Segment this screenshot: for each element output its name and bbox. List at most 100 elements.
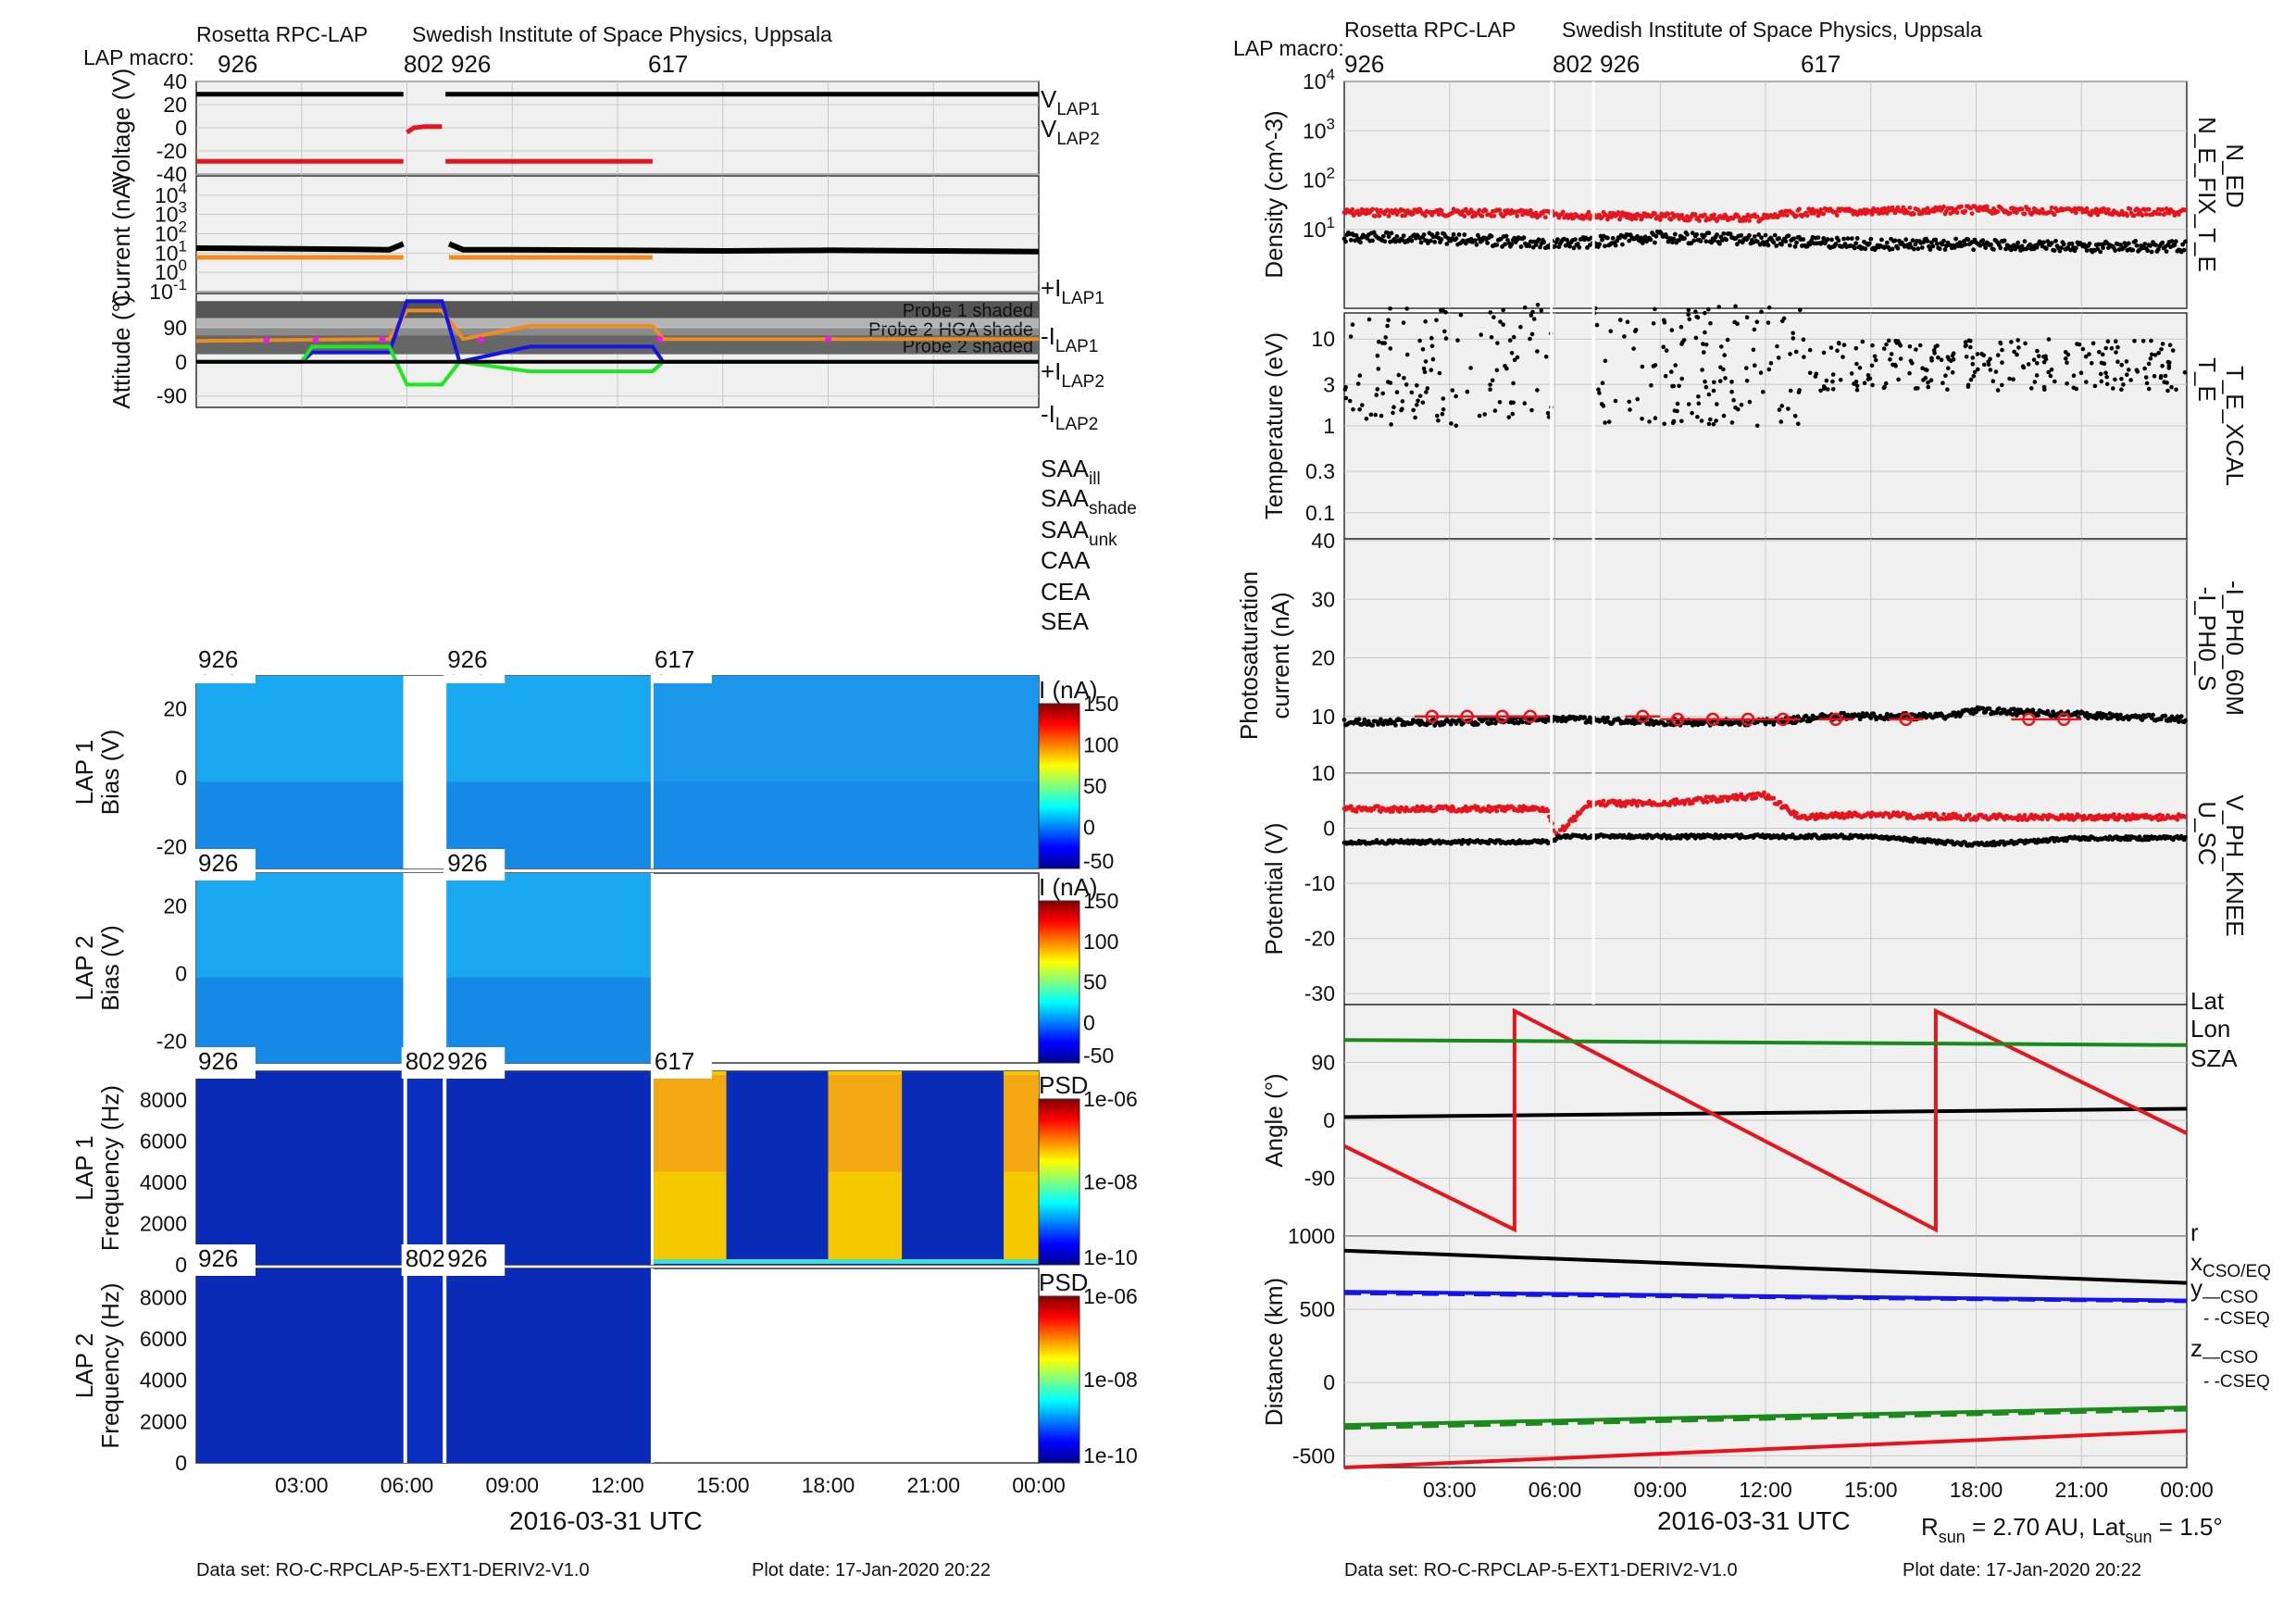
temperature-t-e-point	[1943, 373, 1948, 379]
lap1-freq-y-tick-label: 6000	[140, 1130, 187, 1154]
potential-v-ph-knee-point	[1613, 799, 1618, 804]
photosaturation-i-ph0-s-point	[1771, 722, 1777, 727]
potential-y-tick-label: -10	[1304, 871, 1335, 895]
density-n-e-fix-point	[1677, 238, 1682, 243]
density-n-ed-point	[2106, 206, 2111, 212]
temperature-t-e-point	[2111, 386, 2115, 391]
density-n-ed-point	[1586, 209, 1591, 215]
temperature-t-e-point	[1671, 419, 1677, 424]
density-n-e-fix-point	[1456, 232, 1462, 237]
density-n-e-fix-point	[2142, 242, 2148, 246]
photosaturation-i-ph0-s-point	[1356, 717, 1362, 722]
temperature-t-e-point	[1729, 390, 1734, 394]
temperature-t-e-point	[1488, 387, 1492, 393]
angle-series-sza	[1343, 1038, 2188, 1047]
temperature-t-e-point	[1429, 344, 1435, 349]
temperature-t-e-point	[1454, 394, 1458, 399]
density-n-e-fix-point	[1421, 232, 1427, 237]
potential-v-ph-knee-point	[1966, 812, 1972, 818]
density-n-e-fix-point	[2041, 240, 2046, 245]
photosaturation-i-ph0-60m-point	[1636, 709, 1650, 723]
distance-legend-y-cseq: - -CSEQ	[2203, 1309, 2270, 1329]
lap2-bias-macro-box	[194, 849, 256, 881]
temperature-t-e-point	[1597, 391, 1602, 395]
temperature-t-e-point	[1818, 388, 1823, 394]
temperature-t-e-point	[1963, 340, 1968, 344]
temperature-t-e-point	[1706, 392, 1712, 397]
temperature-t-e-point	[1404, 382, 1409, 387]
density-n-e-fix-point	[1852, 245, 1857, 251]
photosaturation-i-ph0-s-point	[2140, 718, 2145, 722]
potential-v-ph-knee-point	[1946, 812, 1952, 818]
lap2-bias-y-tick-label: -20	[156, 1030, 187, 1054]
temperature-t-e-point	[1890, 362, 1895, 368]
temperature-t-e-point	[1866, 373, 1871, 378]
density-n-e-fix-point	[1533, 243, 1539, 247]
temperature-t-e-point	[1501, 307, 1505, 313]
density-n-e-fix-point	[1682, 236, 1687, 241]
lap1-bias-colorbar-tick: -50	[1083, 849, 1114, 873]
temperature-t-e-point	[1696, 394, 1701, 399]
density-n-ed-point	[1692, 212, 1698, 218]
temperature-t-e-point	[2099, 379, 2104, 384]
potential-v-ph-knee-point	[1397, 809, 1403, 814]
temperature-t-e-point	[1687, 317, 1692, 322]
density-legend-n-ed: N_ED	[2221, 144, 2249, 207]
lap1-bias-top-macro-box	[194, 641, 256, 674]
density-n-ed-point	[1560, 209, 1566, 215]
lap2-bias-colorbar-tick: -50	[1083, 1043, 1114, 1068]
temperature-t-e-point	[1495, 341, 1500, 345]
temperature-t-e-point	[1441, 307, 1445, 313]
temperature-t-e-point	[2159, 347, 2164, 352]
potential-v-ph-knee-point	[1840, 811, 1845, 817]
left-macro-926b: 926	[451, 50, 491, 78]
density-n-e-fix-point	[1915, 246, 1921, 252]
temperature-t-e-point	[1394, 390, 1400, 394]
angle-legend-lat: Lat	[2190, 987, 2225, 1015]
temperature-t-e-point	[2046, 369, 2051, 375]
temperature-t-e-point	[1708, 320, 1713, 326]
temperature-t-e-point	[1971, 373, 1977, 379]
angle-y-label: Angle (°)	[1260, 1073, 1288, 1167]
density-n-e-fix-point	[1385, 231, 1391, 235]
distance-series-y_cseq	[1343, 1407, 2188, 1430]
photosaturation-i-ph0-60m-point	[1776, 712, 1791, 727]
attitude-series-caa	[196, 299, 1039, 365]
attitude-saa-unk-point	[263, 336, 270, 344]
attitude-y-tick-label: -90	[156, 384, 187, 408]
density-n-e-fix-point	[1919, 245, 1925, 250]
potential-v-ph-knee-point	[1895, 810, 1901, 816]
potential-v-ph-knee-point	[1354, 809, 1359, 814]
right-x-tick-label: 15:00	[1844, 1478, 1898, 1502]
density-n-e-fix-point	[1777, 236, 1781, 241]
density-n-e-fix-point	[1653, 240, 1657, 245]
temperature-t-e-point	[1663, 373, 1668, 379]
temperature-t-e-point	[1729, 420, 1735, 425]
density-n-e-fix-point	[2043, 246, 2049, 251]
temperature-t-e-point	[1357, 373, 1363, 378]
potential-v-ph-knee-point	[1845, 814, 1851, 819]
temperature-t-e-point	[1360, 403, 1365, 407]
temperature-t-e-point	[2166, 366, 2172, 370]
temperature-t-e-point	[1867, 376, 1873, 381]
temperature-t-e-point	[1417, 394, 1423, 399]
distance-series-z_cseq	[1343, 1291, 2188, 1304]
density-n-e-fix-point	[2059, 245, 2064, 250]
temperature-t-e-point	[1441, 396, 1446, 401]
photosaturation-i-ph0-60m-point	[2057, 712, 2071, 727]
temperature-t-e-point	[1348, 334, 1354, 339]
lap2-freq-y-label-line1: LAP 2	[70, 1333, 98, 1398]
density-n-e-fix-point	[1759, 235, 1764, 241]
photosaturation-i-ph0-s-point	[1996, 706, 2002, 711]
temperature-t-e-point	[1380, 391, 1385, 396]
photosaturation-i-ph0-s-point	[2151, 712, 2155, 718]
temperature-t-e-point	[1744, 366, 1749, 370]
temperature-t-e-point	[1711, 388, 1716, 394]
temperature-t-e-point	[2000, 360, 2004, 365]
temperature-t-e-point	[2156, 350, 2161, 356]
temperature-t-e-point	[1995, 388, 2001, 393]
temperature-t-e-point	[1796, 390, 1802, 394]
temperature-t-e-point	[2020, 364, 2026, 369]
temperature-t-e-point	[2000, 382, 2004, 388]
temperature-t-e-point	[2031, 357, 2037, 362]
